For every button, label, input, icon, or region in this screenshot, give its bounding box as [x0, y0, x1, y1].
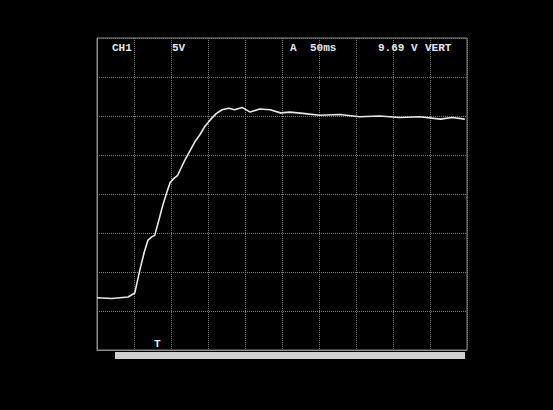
svg-text:A: A	[290, 42, 297, 54]
svg-text:50ms: 50ms	[310, 42, 336, 54]
svg-text:VERT: VERT	[425, 42, 452, 54]
svg-text:CH1: CH1	[112, 42, 132, 54]
svg-text:9.69 V: 9.69 V	[378, 42, 418, 54]
svg-text:5V: 5V	[172, 42, 186, 54]
svg-text:T: T	[154, 338, 161, 350]
